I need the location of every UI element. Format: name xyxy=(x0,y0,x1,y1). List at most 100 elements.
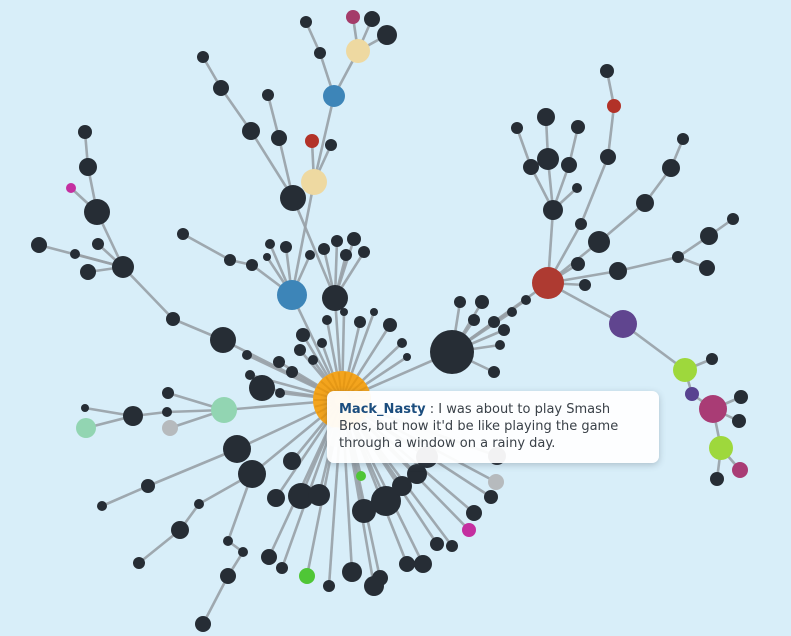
graph-node[interactable] xyxy=(308,484,330,506)
graph-node[interactable] xyxy=(600,149,616,165)
graph-node[interactable] xyxy=(323,85,345,107)
graph-node[interactable] xyxy=(245,370,255,380)
graph-node[interactable] xyxy=(727,213,739,225)
graph-node[interactable] xyxy=(403,353,411,361)
graph-node[interactable] xyxy=(430,537,444,551)
graph-node[interactable] xyxy=(699,260,715,276)
graph-node[interactable] xyxy=(133,557,145,569)
graph-node[interactable] xyxy=(66,183,76,193)
graph-node[interactable] xyxy=(575,218,587,230)
graph-node[interactable] xyxy=(238,547,248,557)
graph-node[interactable] xyxy=(532,267,564,299)
graph-node[interactable] xyxy=(318,243,330,255)
graph-node[interactable] xyxy=(97,501,107,511)
graph-node[interactable] xyxy=(507,307,517,317)
graph-node[interactable] xyxy=(699,395,727,423)
graph-node[interactable] xyxy=(223,536,233,546)
graph-node[interactable] xyxy=(70,249,80,259)
graph-node[interactable] xyxy=(537,108,555,126)
graph-node[interactable] xyxy=(383,318,397,332)
graph-node[interactable] xyxy=(84,199,110,225)
graph-node[interactable] xyxy=(609,262,627,280)
graph-node[interactable] xyxy=(588,231,610,253)
graph-node[interactable] xyxy=(571,257,585,271)
graph-node[interactable] xyxy=(572,183,582,193)
graph-node[interactable] xyxy=(399,556,415,572)
graph-node[interactable] xyxy=(495,340,505,350)
graph-node[interactable] xyxy=(262,89,274,101)
graph-node[interactable] xyxy=(600,64,614,78)
graph-node[interactable] xyxy=(475,295,489,309)
graph-node[interactable] xyxy=(300,16,312,28)
graph-node[interactable] xyxy=(446,540,458,552)
graph-node[interactable] xyxy=(488,366,500,378)
graph-node[interactable] xyxy=(322,285,348,311)
graph-node[interactable] xyxy=(322,315,332,325)
graph-node[interactable] xyxy=(194,499,204,509)
graph-node[interactable] xyxy=(358,246,370,258)
graph-node[interactable] xyxy=(286,366,298,378)
graph-node[interactable] xyxy=(317,338,327,348)
graph-node[interactable] xyxy=(734,390,748,404)
graph-node[interactable] xyxy=(80,264,96,280)
graph-node[interactable] xyxy=(571,120,585,134)
graph-node[interactable] xyxy=(162,387,174,399)
graph-node[interactable] xyxy=(352,499,376,523)
graph-node[interactable] xyxy=(195,616,211,632)
graph-node[interactable] xyxy=(561,157,577,173)
graph-node[interactable] xyxy=(79,158,97,176)
graph-node[interactable] xyxy=(280,241,292,253)
graph-node[interactable] xyxy=(224,254,236,266)
graph-node[interactable] xyxy=(430,330,474,374)
graph-node[interactable] xyxy=(162,420,178,436)
graph-node[interactable] xyxy=(673,358,697,382)
graph-node[interactable] xyxy=(92,238,104,250)
graph-node[interactable] xyxy=(364,11,380,27)
graph-node[interactable] xyxy=(356,471,366,481)
graph-node[interactable] xyxy=(305,134,319,148)
graph-node[interactable] xyxy=(607,99,621,113)
graph-node[interactable] xyxy=(454,296,466,308)
graph-node[interactable] xyxy=(246,259,258,271)
graph-node[interactable] xyxy=(342,562,362,582)
graph-node[interactable] xyxy=(488,474,504,490)
graph-node[interactable] xyxy=(308,355,318,365)
graph-node[interactable] xyxy=(323,580,335,592)
graph-node[interactable] xyxy=(370,308,378,316)
graph-node[interactable] xyxy=(346,39,370,63)
graph-node[interactable] xyxy=(521,295,531,305)
graph-node[interactable] xyxy=(277,280,307,310)
graph-node[interactable] xyxy=(294,344,306,356)
graph-node[interactable] xyxy=(283,452,301,470)
graph-node[interactable] xyxy=(261,549,277,565)
graph-node[interactable] xyxy=(197,51,209,63)
graph-node[interactable] xyxy=(462,523,476,537)
graph-node[interactable] xyxy=(314,47,326,59)
graph-node[interactable] xyxy=(709,436,733,460)
graph-node[interactable] xyxy=(162,407,172,417)
graph-node[interactable] xyxy=(177,228,189,240)
graph-node[interactable] xyxy=(543,200,563,220)
graph-node[interactable] xyxy=(468,314,480,326)
graph-node[interactable] xyxy=(271,130,287,146)
graph-node[interactable] xyxy=(223,435,251,463)
graph-node[interactable] xyxy=(710,472,724,486)
graph-node[interactable] xyxy=(579,279,591,291)
graph-node[interactable] xyxy=(31,237,47,253)
graph-node[interactable] xyxy=(276,562,288,574)
graph-node[interactable] xyxy=(371,486,401,516)
graph-node[interactable] xyxy=(331,235,343,247)
graph-node[interactable] xyxy=(672,251,684,263)
graph-node[interactable] xyxy=(112,256,134,278)
graph-node[interactable] xyxy=(249,375,275,401)
graph-node[interactable] xyxy=(364,576,384,596)
graph-node[interactable] xyxy=(377,25,397,45)
graph-node[interactable] xyxy=(296,328,310,342)
graph-node[interactable] xyxy=(523,159,539,175)
graph-node[interactable] xyxy=(280,185,306,211)
graph-node[interactable] xyxy=(466,505,482,521)
graph-node[interactable] xyxy=(537,148,559,170)
graph-node[interactable] xyxy=(484,490,498,504)
graph-node[interactable] xyxy=(511,122,523,134)
